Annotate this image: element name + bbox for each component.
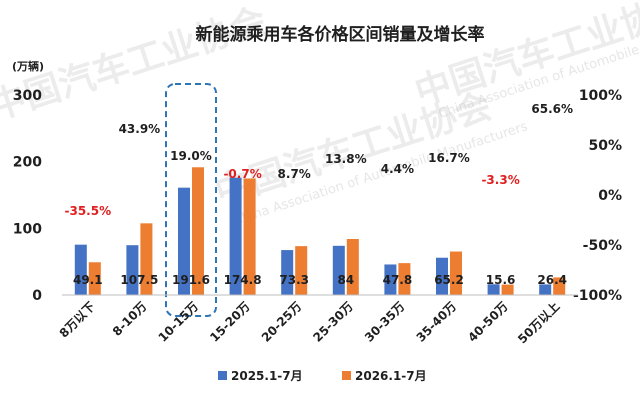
growth-rate-label: 8.7% <box>278 167 311 181</box>
bar-series-1 <box>539 284 552 295</box>
growth-rate-label: 65.6% <box>531 102 573 116</box>
y2-tick-label: -50% <box>583 238 622 254</box>
x-tick-label: 30-35万 <box>362 299 408 345</box>
highlight-box-rect <box>165 83 217 317</box>
growth-labels: -35.5% 43.9% 19.0% -0.7% 8.7% 13.8% 4.4% 16.7%-… <box>64 102 573 218</box>
y2-axis: -100% -50% 0% 50% 100% <box>573 88 622 304</box>
x-tick-label: 35-40万 <box>414 299 460 345</box>
x-tick-label: 40-50万 <box>465 299 511 345</box>
x-tick-label: 25-30万 <box>310 299 356 345</box>
bar-value-label: 191.6 <box>172 273 210 287</box>
bar-value-label: 107.5 <box>120 273 158 287</box>
bar-value-label: 49.1 <box>73 273 103 287</box>
growth-rate-label: -3.3% <box>481 173 519 187</box>
bar-series-2 <box>398 263 411 295</box>
y-tick-label: 300 <box>13 88 42 104</box>
growth-rate-label: -0.7% <box>223 167 261 181</box>
legend-swatch <box>342 371 351 380</box>
bar-series-2 <box>295 246 308 295</box>
chart-title: 新能源乘用车各价格区间销量及增长率 <box>196 24 485 45</box>
bar-value-label: 26.4 <box>537 273 567 287</box>
value-labels: 49.1 107.5 191.6 174.8 73.3 84 47.8 65.2 15.6 26.… <box>73 273 567 287</box>
bar-series-2 <box>346 239 359 295</box>
x-axis: 8万以下 8-10万 10-15万 15-20万 20-25万 25-30万 30-35万 3… <box>57 299 563 347</box>
growth-rate-label: 19.0% <box>170 149 212 163</box>
growth-rate-label: 43.9% <box>119 122 161 136</box>
y-tick-label: 200 <box>13 155 42 171</box>
bar-series-2 <box>553 277 566 295</box>
bar-series-1 <box>281 250 294 295</box>
bar-value-label: 73.3 <box>279 273 309 287</box>
growth-rate-label: -35.5% <box>64 204 111 218</box>
bar-value-label: 15.6 <box>486 273 516 287</box>
growth-rate-label: 13.8% <box>325 152 367 166</box>
legend-label: 2025.1-7月 <box>231 369 303 383</box>
legend: 2025.1-7月 2026.1-7月 <box>218 369 427 383</box>
y-tick-label: 100 <box>13 221 42 237</box>
bar-value-label: 47.8 <box>383 273 413 287</box>
x-tick-label: 15-20万 <box>207 299 253 345</box>
y-tick-label: 0 <box>32 288 42 304</box>
bar-series-1 <box>126 245 139 295</box>
y2-tick-label: 0% <box>598 188 622 204</box>
x-tick-label: 10-15万 <box>156 299 202 345</box>
y2-tick-label: 100% <box>579 88 622 104</box>
bar-series-1 <box>74 244 87 295</box>
bar-series-1 <box>487 284 500 295</box>
bar-series-2 <box>501 284 514 295</box>
bars <box>74 167 566 295</box>
bar-value-label: 84 <box>337 273 354 287</box>
bar-series-1 <box>436 257 448 295</box>
growth-rate-label: 4.4% <box>381 162 414 176</box>
x-tick-label: 8-10万 <box>110 299 150 339</box>
highlight-box <box>165 83 217 317</box>
x-tick-label: 20-25万 <box>259 299 305 345</box>
y-axis-unit: (万辆) <box>12 59 44 73</box>
y2-tick-label: 50% <box>588 138 622 154</box>
bar-series-2 <box>192 167 204 295</box>
growth-rate-label: 16.7% <box>428 151 470 165</box>
legend-label: 2026.1-7月 <box>355 369 427 383</box>
bar-series-2 <box>450 251 462 295</box>
bar-series-2 <box>140 223 153 295</box>
bar-series-2 <box>88 262 101 295</box>
bar-series-1 <box>332 245 345 295</box>
y2-tick-label: -100% <box>573 288 622 304</box>
bar-series-2 <box>243 178 256 295</box>
bar-value-label: 174.8 <box>224 273 262 287</box>
bar-value-label: 65.2 <box>434 273 464 287</box>
bar-series-1 <box>229 177 242 295</box>
x-tick-label: 8万以下 <box>57 299 98 340</box>
bar-series-1 <box>178 187 190 295</box>
y-axis: 0 100 200 300 <box>13 88 42 304</box>
x-tick-label: 50万以上 <box>514 299 562 347</box>
legend-swatch <box>218 371 227 380</box>
bar-series-1 <box>384 264 397 295</box>
